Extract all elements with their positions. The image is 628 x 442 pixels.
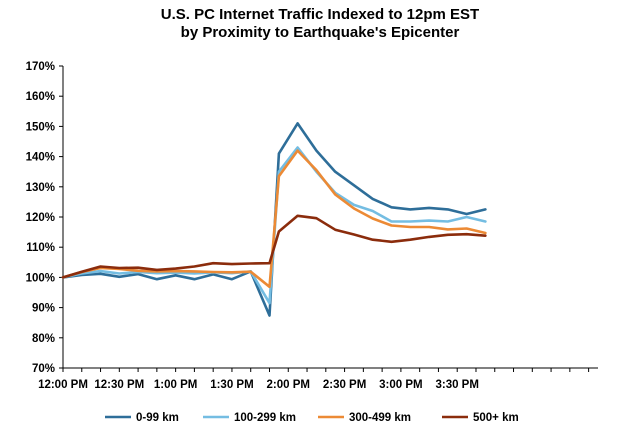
x-tick-label: 2:00 PM (267, 379, 310, 391)
y-tick-label: 120% (26, 212, 55, 224)
chart-figure: U.S. PC Internet Traffic Indexed to 12pm… (0, 0, 628, 442)
y-tick-label: 160% (26, 91, 55, 103)
x-tick-label: 12:00 PM (38, 379, 88, 391)
line-chart: U.S. PC Internet Traffic Indexed to 12pm… (0, 0, 628, 442)
y-tick-label: 100% (26, 272, 55, 284)
chart-subtitle: by Proximity to Earthquake's Epicenter (181, 24, 460, 41)
y-tick-label: 130% (26, 182, 55, 194)
x-tick-label: 1:30 PM (210, 379, 253, 391)
y-tick-label: 80% (32, 333, 55, 345)
legend-label: 500+ km (473, 412, 519, 424)
x-tick-label: 12:30 PM (94, 379, 144, 391)
y-tick-label: 170% (26, 61, 55, 73)
legend: 0-99 km 100-299 km 300-499 km 500+ km (105, 412, 519, 424)
x-tick-label: 3:00 PM (379, 379, 422, 391)
chart-title: U.S. PC Internet Traffic Indexed to 12pm… (161, 6, 479, 23)
axes: 70% 80% 90% 100% 110% 120% 130% 140% 150% 160% 170… (26, 61, 598, 391)
x-tick-label: 1:00 PM (154, 379, 197, 391)
y-tick-label: 90% (32, 303, 55, 315)
y-tick-label: 150% (26, 121, 55, 133)
series-lines (63, 123, 485, 315)
x-tick-label: 2:30 PM (323, 379, 366, 391)
y-tick-label: 110% (26, 242, 55, 254)
series-line-3 (63, 151, 485, 287)
y-tick-label: 140% (26, 152, 55, 164)
x-tick-label: 3:30 PM (435, 379, 478, 391)
y-tick-label: 70% (32, 363, 55, 375)
legend-label: 100-299 km (234, 412, 296, 424)
legend-label: 300-499 km (349, 412, 411, 424)
legend-label: 0-99 km (136, 412, 179, 424)
